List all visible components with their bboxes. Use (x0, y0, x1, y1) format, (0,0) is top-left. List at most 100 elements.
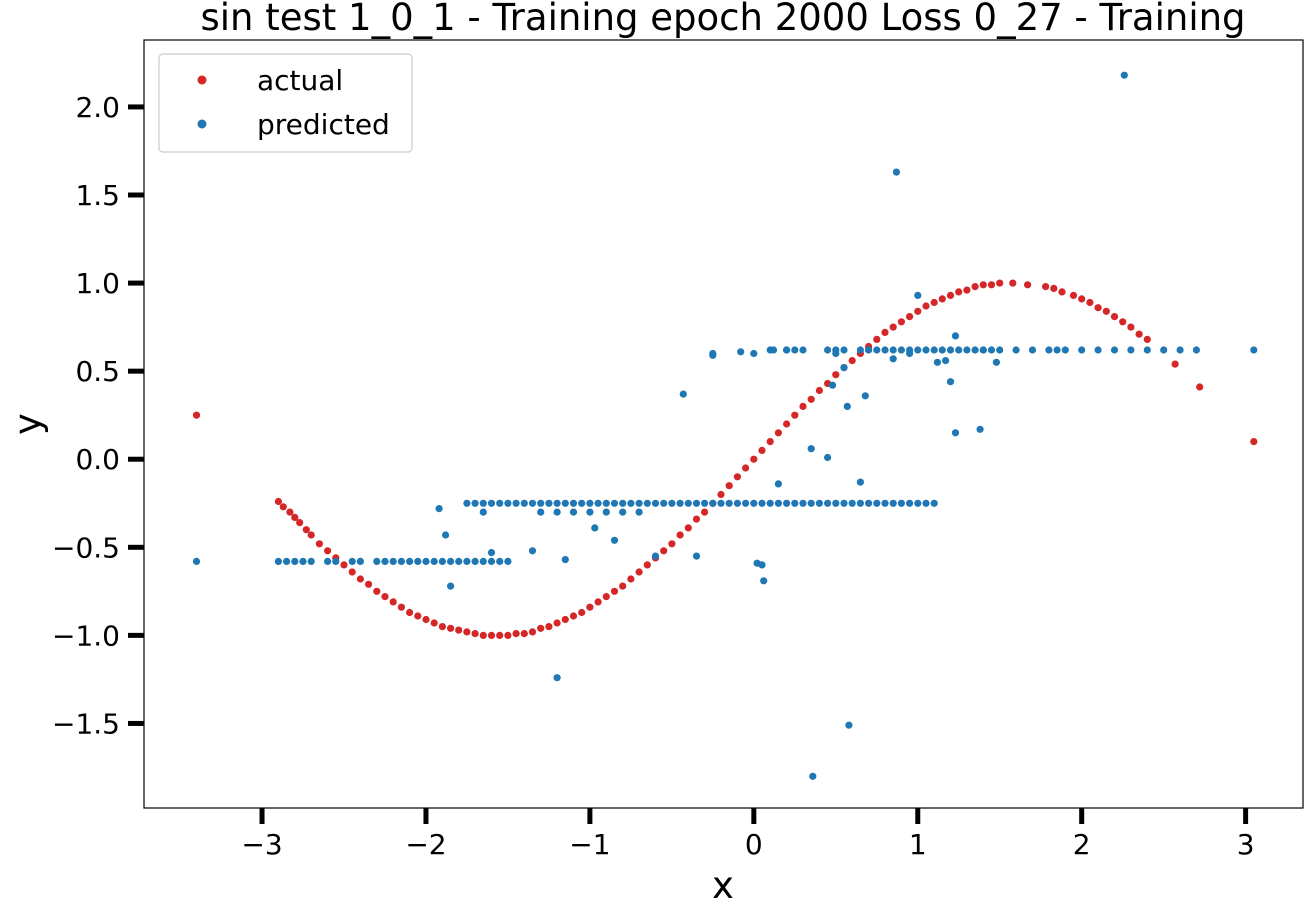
data-point-predicted (291, 557, 299, 566)
data-point-predicted (635, 508, 643, 516)
data-point-predicted (889, 346, 897, 354)
data-point-predicted (892, 168, 901, 176)
data-point-predicted (832, 346, 840, 354)
data-point-predicted (414, 557, 422, 566)
data-point-predicted (651, 552, 660, 560)
data-point-predicted (594, 499, 602, 507)
data-point-predicted (737, 348, 745, 356)
data-point-predicted (807, 499, 815, 507)
data-point-predicted (946, 346, 955, 354)
data-point-predicted (591, 524, 599, 532)
data-point-actual (302, 526, 310, 534)
data-point-actual (291, 513, 299, 522)
data-point-predicted (553, 508, 561, 516)
data-point-actual (340, 561, 348, 569)
data-point-predicted (881, 499, 889, 507)
data-point-actual (692, 515, 701, 523)
data-point-predicted (1061, 346, 1069, 354)
data-point-actual (906, 313, 914, 321)
data-point-predicted (963, 346, 971, 354)
data-point-predicted (815, 499, 824, 507)
data-point-actual (414, 612, 422, 620)
legend-box (158, 53, 413, 153)
x-tick-label: 2 (1073, 828, 1091, 861)
data-point-actual (397, 603, 405, 611)
data-point-actual (1250, 438, 1258, 446)
data-point-actual (750, 455, 758, 463)
data-point-actual (569, 612, 578, 620)
data-point-predicted (951, 332, 960, 340)
data-point-actual (979, 281, 987, 289)
data-point-predicted (996, 346, 1004, 354)
data-point-predicted (397, 557, 405, 566)
data-point-actual (873, 335, 881, 343)
data-point-predicted (942, 357, 950, 365)
data-point-actual (627, 575, 635, 583)
y-tick-label: 0.0 (75, 443, 120, 476)
data-point-actual (963, 286, 971, 294)
data-point-actual (296, 519, 304, 527)
data-point-predicted (987, 346, 996, 354)
data-point-predicted (840, 346, 848, 354)
data-point-predicted (602, 499, 610, 507)
x-tick-label: −3 (241, 828, 282, 861)
data-point-actual (922, 302, 930, 310)
data-point-predicted (843, 402, 851, 410)
data-point-predicted (504, 499, 512, 507)
data-point-actual (914, 307, 922, 315)
data-point-predicted (933, 358, 942, 366)
data-point-actual (1050, 284, 1058, 292)
data-point-actual (447, 624, 455, 632)
points-layer (192, 71, 1258, 780)
data-point-predicted (455, 557, 463, 566)
x-tick-label: −2 (405, 828, 446, 861)
data-point-predicted (348, 557, 356, 566)
data-point-predicted (668, 499, 676, 507)
data-point-predicted (487, 557, 496, 566)
data-point-predicted (750, 349, 758, 358)
data-point-predicted (586, 508, 594, 516)
y-tick-label: −1.0 (52, 619, 120, 652)
data-point-actual (766, 438, 774, 446)
data-point-actual (660, 547, 668, 555)
data-point-predicted (1094, 346, 1102, 354)
data-point-predicted (889, 355, 897, 363)
data-point-predicted (487, 549, 496, 557)
data-point-predicted (389, 557, 397, 566)
data-point-predicted (979, 346, 987, 354)
data-point-predicted (692, 552, 701, 560)
data-point-actual (274, 497, 282, 506)
data-point-predicted (586, 499, 594, 507)
data-point-predicted (758, 499, 766, 507)
data-point-predicted (192, 557, 201, 566)
data-point-actual (487, 631, 496, 640)
data-point-actual (1058, 288, 1066, 296)
data-point-predicted (717, 499, 725, 507)
data-point-predicted (856, 499, 865, 507)
y-tick-label: 1.5 (75, 179, 120, 212)
data-point-actual (815, 386, 824, 395)
data-point-actual (356, 575, 364, 583)
data-point-actual (1042, 283, 1050, 291)
data-point-predicted (274, 557, 282, 566)
data-point-predicted (930, 499, 938, 507)
data-point-predicted (471, 499, 479, 507)
data-point-predicted (1160, 346, 1168, 354)
data-point-actual (643, 561, 651, 569)
data-point-predicted (406, 557, 414, 566)
data-point-predicted (520, 499, 528, 507)
x-tick-label: 3 (1237, 828, 1255, 861)
data-point-actual (1143, 335, 1151, 343)
data-point-predicted (1176, 346, 1184, 354)
data-point-predicted (897, 499, 906, 507)
y-tick-label: 2.0 (75, 91, 120, 124)
data-point-predicted (1028, 346, 1037, 354)
legend-marker-actual (197, 75, 207, 85)
data-point-actual (783, 420, 791, 428)
data-point-actual (307, 531, 315, 539)
data-point-actual (1086, 298, 1094, 307)
data-point-predicted (824, 346, 832, 354)
data-point-actual (504, 631, 512, 640)
data-point-predicted (1110, 346, 1119, 354)
data-point-predicted (992, 358, 1001, 366)
